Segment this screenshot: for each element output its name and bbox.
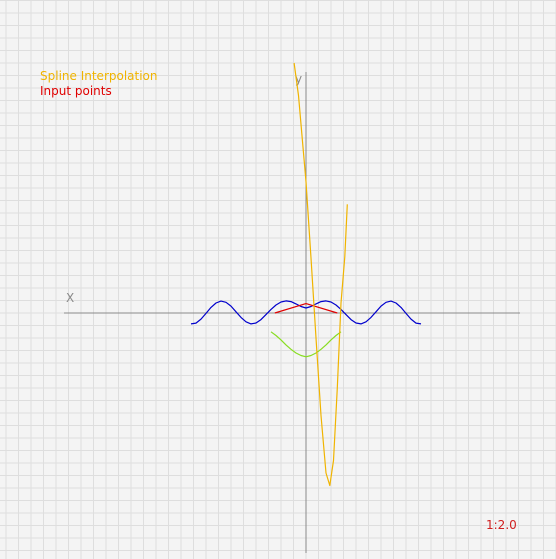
x-axis-label: X [66,291,74,305]
scale-label: 1:2.0 [486,518,517,532]
series-line-2 [270,331,342,358]
legend-input-points: Input points [40,84,112,98]
y-axis-label: y [295,72,302,86]
series-line-1 [274,303,338,314]
legend-spline-interpolation: Spline Interpolation [40,69,158,83]
series-line-0 [190,300,422,325]
series-line-3 [293,62,348,487]
axes: X y [64,72,520,553]
series-layer [190,62,422,487]
legend: Spline Interpolation Input points [40,69,158,98]
